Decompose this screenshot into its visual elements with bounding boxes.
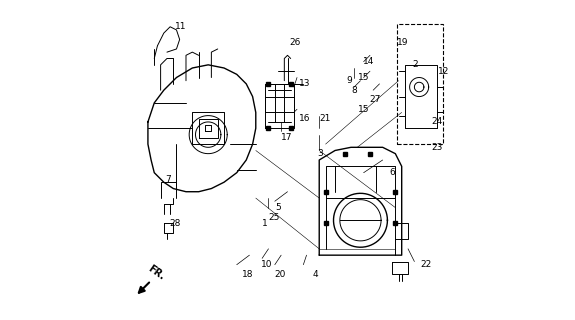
Text: 18: 18 — [242, 270, 253, 279]
Text: 20: 20 — [275, 270, 286, 279]
Text: 23: 23 — [432, 143, 443, 152]
Text: 27: 27 — [369, 95, 381, 104]
Text: 6: 6 — [389, 168, 395, 177]
Text: 12: 12 — [438, 67, 450, 76]
Text: 28: 28 — [170, 219, 181, 228]
Text: 1: 1 — [262, 219, 268, 228]
Text: 4: 4 — [313, 270, 319, 279]
Text: 5: 5 — [275, 203, 281, 212]
Bar — [397, 24, 443, 144]
Text: 25: 25 — [269, 212, 280, 222]
Text: 7: 7 — [166, 174, 171, 184]
Text: 17: 17 — [281, 133, 293, 142]
Text: 10: 10 — [260, 260, 272, 269]
Text: 24: 24 — [432, 117, 443, 126]
Text: 26: 26 — [289, 38, 301, 47]
Text: 8: 8 — [351, 86, 356, 95]
Text: 22: 22 — [421, 260, 432, 269]
Text: 15: 15 — [358, 105, 370, 114]
Text: 13: 13 — [298, 79, 310, 88]
Text: 19: 19 — [397, 38, 408, 47]
Text: FR.: FR. — [146, 264, 167, 282]
Text: 15: 15 — [358, 73, 370, 82]
Text: 16: 16 — [298, 114, 310, 123]
Text: 9: 9 — [346, 76, 352, 85]
Text: 21: 21 — [319, 114, 331, 123]
Text: 11: 11 — [175, 22, 186, 31]
Text: 14: 14 — [363, 57, 374, 66]
Text: 3: 3 — [317, 149, 323, 158]
Text: 2: 2 — [413, 60, 419, 69]
